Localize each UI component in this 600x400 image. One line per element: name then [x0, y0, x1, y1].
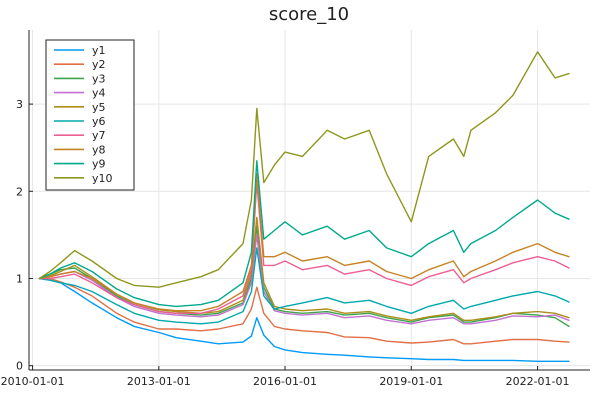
y-tick-label: 0	[16, 360, 23, 373]
series-line-y2	[38, 277, 570, 345]
axes	[28, 30, 590, 371]
y-tick-label: 1	[16, 272, 23, 285]
series-line-y3	[38, 225, 570, 328]
y-tick-label: 3	[16, 98, 23, 111]
series-line-y9	[38, 160, 570, 308]
legend-label-y9: y9	[92, 158, 106, 171]
series-line-y8	[38, 173, 570, 312]
legend-box	[45, 39, 135, 191]
legend-label-y8: y8	[92, 143, 106, 156]
series-line-y10	[38, 51, 570, 288]
series-line-y6	[38, 247, 570, 325]
tick-labels: 2010-01-01 2013-01-01 2016-01-01 2019-01-01…	[1, 98, 570, 388]
legend-label-y10: y10	[92, 172, 113, 185]
x-tick-label: 2016-01-01	[253, 375, 317, 388]
y-tick-label: 2	[16, 185, 23, 198]
x-tick-label: 2019-01-01	[379, 375, 443, 388]
series-line-y7	[38, 181, 570, 314]
x-tick-label: 2013-01-01	[127, 375, 191, 388]
legend-label-y6: y6	[92, 115, 106, 128]
legend-label-y4: y4	[92, 87, 106, 100]
chart-title: score_10	[269, 4, 349, 25]
legend-label-y5: y5	[92, 101, 106, 114]
legend-label-y1: y1	[92, 44, 106, 57]
series-line-y1	[38, 277, 570, 362]
legend-label-y2: y2	[92, 58, 106, 71]
x-tick-label: 2010-01-01	[1, 375, 65, 388]
x-tick-label: 2022-01-01	[506, 375, 570, 388]
legend-label-y3: y3	[92, 72, 106, 85]
plot-series	[38, 51, 570, 362]
legend-label-y7: y7	[92, 129, 106, 142]
